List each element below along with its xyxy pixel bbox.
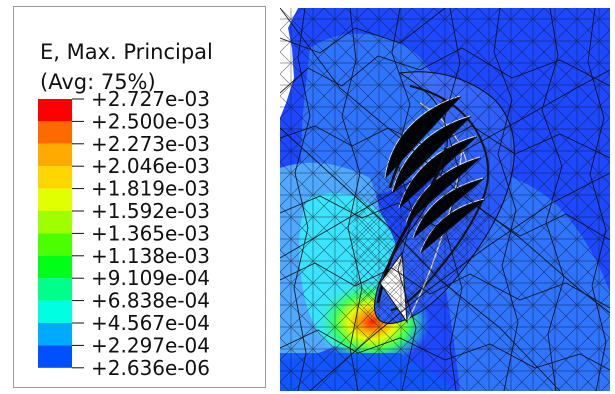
legend-value-label: +9.109e-04 [91,266,210,290]
mesh-lines [280,8,610,391]
legend-subtitle: (Avg: 75%) [40,70,156,94]
legend-value-label: +6.838e-04 [91,289,210,313]
legend-value-label: +2.500e-03 [91,109,210,133]
legend-scale-svg: +2.727e-03+2.500e-03+2.273e-03+2.046e-03… [38,87,210,380]
legend-value-label: +4.567e-04 [91,311,210,335]
legend-value-label: +2.727e-03 [91,87,210,111]
legend-color-band [38,323,72,346]
legend-value-label: +2.297e-04 [91,333,210,357]
legend-color-band [38,278,72,301]
contour-svg [280,8,610,391]
legend-color-band [38,345,72,368]
legend-color-band [38,143,72,167]
legend-value-label: +1.819e-03 [91,177,210,201]
legend-title: E, Max. Principal [40,40,213,64]
legend-color-band [38,188,72,211]
legend-color-band [38,211,72,234]
legend-bands [38,99,72,368]
legend-color-band [38,255,72,279]
legend-color-band [38,121,72,144]
legend-value-label: +2.046e-03 [91,154,210,178]
legend-value-label: +1.138e-03 [91,244,210,268]
legend-color-band [38,233,72,256]
finite-element-contour-view [280,8,610,391]
legend-labels: +2.727e-03+2.500e-03+2.273e-03+2.046e-03… [72,87,210,380]
legend-color-band [38,166,72,189]
legend-color-band [38,99,72,122]
legend-value-label: +1.592e-03 [91,199,210,223]
legend-value-label: +2.636e-06 [91,356,210,380]
legend-value-label: +1.365e-03 [91,221,210,245]
legend-value-label: +2.273e-03 [91,132,210,156]
legend-color-band [38,300,72,323]
